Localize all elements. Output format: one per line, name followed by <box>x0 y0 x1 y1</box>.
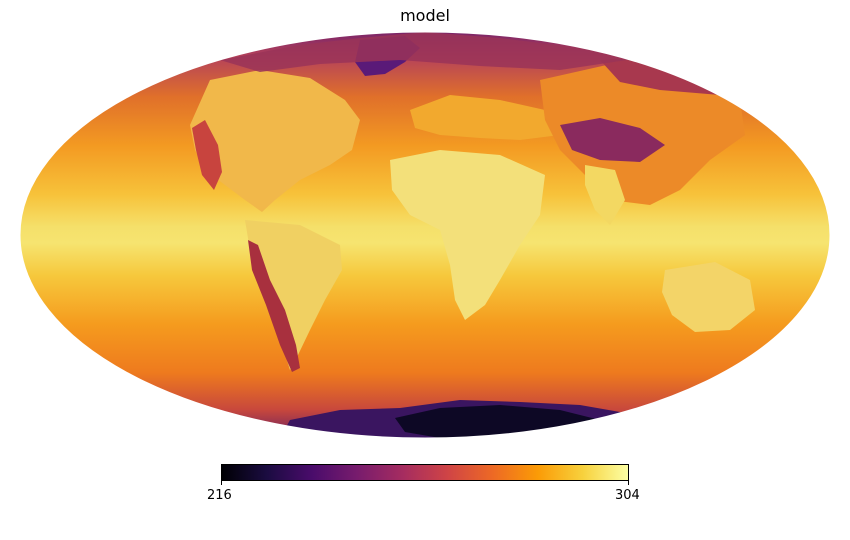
colorbar-max-label: 304 <box>615 488 640 503</box>
europe-region <box>410 95 560 140</box>
south-america-region <box>245 220 342 370</box>
australia-region <box>662 262 755 332</box>
map-outline <box>19 31 831 439</box>
north-america-region <box>190 70 360 212</box>
colorbar-max-tick <box>628 481 629 485</box>
colorbar <box>221 464 629 481</box>
africa-region <box>390 150 545 320</box>
map-title: model <box>400 6 450 25</box>
colorbar-min-tick <box>221 481 222 485</box>
andes-region <box>248 240 300 372</box>
rocky-mountains-region <box>192 120 222 190</box>
tibetan-plateau-region <box>560 118 665 162</box>
map-surface <box>20 32 830 438</box>
colorbar-min-label: 216 <box>207 488 232 503</box>
arctic-region <box>220 32 640 72</box>
south-asia-region <box>585 165 625 225</box>
